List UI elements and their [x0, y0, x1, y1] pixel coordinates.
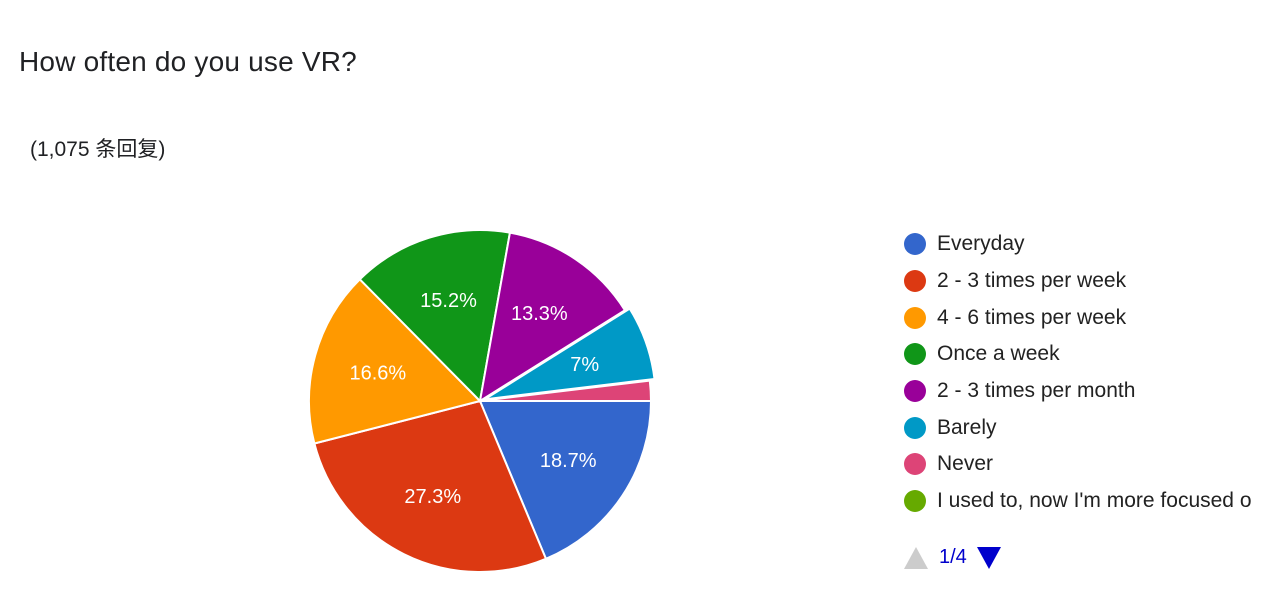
legend-pager: 1/4 [904, 546, 1001, 569]
pie-slice-6[interactable] [479, 379, 653, 402]
slice-label-4: 13.3% [511, 303, 568, 325]
pie-slice-3[interactable] [358, 229, 512, 404]
legend-swatch-icon [904, 453, 926, 476]
legend-swatch-icon [904, 233, 926, 256]
legend-swatch-icon [904, 306, 926, 329]
legend-item[interactable]: 4 - 6 times per week [904, 299, 1272, 336]
slice-label-5: 7% [570, 354, 599, 376]
pie-slice-5[interactable] [484, 307, 656, 401]
slice-label-1: 27.3% [404, 486, 461, 508]
legend-swatch-icon [904, 270, 926, 293]
legend-label: 2 - 3 times per month [937, 379, 1136, 403]
pie-slice-1[interactable] [313, 399, 548, 573]
legend-label: Never [937, 452, 994, 476]
legend-item[interactable]: I used to, now I'm more focused o [904, 483, 1272, 520]
pie-slice-4[interactable] [478, 231, 627, 404]
legend-label: Once a week [937, 342, 1060, 366]
pie-slice-0[interactable] [478, 400, 653, 561]
legend-swatch-icon [904, 380, 926, 403]
pager-text: 1/4 [939, 546, 967, 568]
legend-swatch-icon [904, 490, 926, 513]
legend-swatch-icon [904, 416, 926, 439]
legend-swatch-icon [904, 343, 926, 366]
slice-label-2: 16.6% [349, 363, 406, 385]
legend: Everyday 2 - 3 times per week 4 - 6 times … [904, 226, 1272, 520]
question-title: How often do you use VR? [19, 46, 357, 77]
triangle-up-icon[interactable] [904, 546, 928, 569]
triangle-down-icon[interactable] [976, 546, 1001, 569]
response-count: (1,075 条回复) [30, 138, 166, 161]
slice-label-0: 18.7% [540, 450, 597, 472]
legend-label: 2 - 3 times per week [937, 269, 1127, 293]
legend-item[interactable]: Once a week [904, 336, 1272, 373]
legend-item[interactable]: Never [904, 446, 1272, 483]
pie-slice-2[interactable] [308, 277, 482, 445]
pie-chart: 18.7% 27.3% 16.6% 15.2% 13.3% 7% [308, 229, 656, 573]
legend-item[interactable]: Barely [904, 409, 1272, 446]
legend-label: 4 - 6 times per week [937, 305, 1127, 329]
legend-label: I used to, now I'm more focused o [937, 489, 1252, 513]
legend-item[interactable]: 2 - 3 times per week [904, 263, 1272, 300]
slice-label-3: 15.2% [420, 290, 477, 312]
legend-item[interactable]: 2 - 3 times per month [904, 373, 1272, 410]
legend-item[interactable]: Everyday [904, 226, 1272, 263]
legend-label: Everyday [937, 232, 1025, 256]
legend-label: Barely [937, 415, 997, 439]
